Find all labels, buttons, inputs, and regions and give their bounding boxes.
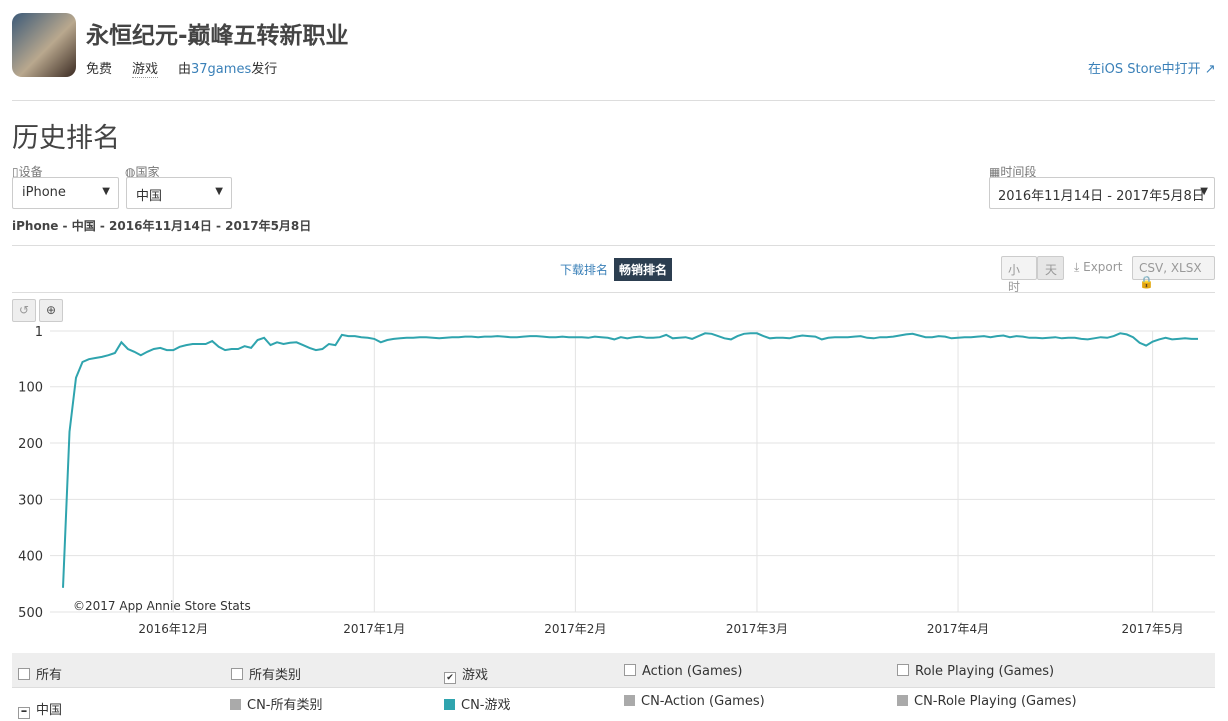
section-title: 历史排名 (12, 123, 120, 154)
divider (12, 245, 1215, 246)
legend-item[interactable]: CN-游戏 (444, 694, 511, 713)
x-tick-label: 2017年2月 (544, 622, 606, 636)
store-link-text: 在iOS Store中打开 (1088, 62, 1201, 77)
price: 免费 (86, 62, 113, 77)
legend-item[interactable]: CN-Action (Games) (624, 694, 765, 709)
device-select[interactable]: iPhone ▼ (12, 177, 119, 209)
country-value: 中国 (136, 189, 163, 204)
device-label-text: 设备 (18, 165, 43, 179)
export-formats-text: CSV, XLSX (1139, 261, 1202, 275)
period-label: ▦时间段 (989, 165, 1037, 179)
filter-text: 所有 (36, 668, 63, 683)
export-button[interactable]: ⤓ Export (1074, 260, 1123, 274)
divider (12, 292, 1215, 293)
filter[interactable]: 所有 (18, 664, 62, 683)
filter[interactable]: Role Playing (Games) (897, 664, 1054, 679)
x-tick-label: 2016年12月 (138, 622, 208, 636)
publisher-link[interactable]: 37games (191, 62, 252, 77)
country-label-text: 国家 (135, 165, 160, 179)
granularity-button[interactable]: 小时 (1001, 256, 1037, 294)
legend-text: CN-Action (Games) (641, 694, 765, 709)
export-text: Export (1083, 260, 1123, 274)
x-tick-label: 2017年5月 (1122, 622, 1184, 636)
divider (12, 687, 1215, 688)
granularity-button[interactable]: 天 (1037, 256, 1064, 280)
reset-zoom[interactable]: ↺ (12, 299, 36, 322)
filter[interactable]: Action (Games) (624, 664, 742, 679)
tab[interactable]: 下载排名 (560, 263, 609, 277)
series-line (62, 332, 1198, 588)
y-tick-label: 400 (18, 550, 43, 565)
filter[interactable]: 所有类别 (231, 664, 301, 683)
legend-item[interactable]: CN-所有类别 (230, 694, 323, 713)
publisher-suffix: 发行 (251, 62, 278, 77)
country-select[interactable]: 中国 ▼ (126, 177, 232, 209)
period-select[interactable]: 2016年11月14日 - 2017年5月8日 ▼ (989, 177, 1215, 209)
tab-active[interactable]: 畅销排名 (614, 258, 673, 281)
row-label[interactable]: – 中国 (18, 699, 62, 719)
annotation: ©2017 App Annie Store Stats (73, 599, 251, 613)
publisher-prefix: 由 (178, 62, 192, 77)
legend-text: CN-Role Playing (Games) (914, 694, 1077, 709)
x-tick-label: 2017年1月 (343, 622, 405, 636)
legend-item[interactable]: CN-Role Playing (Games) (897, 694, 1077, 709)
period-label-text: 时间段 (1000, 165, 1037, 179)
legend-text: CN-游戏 (461, 698, 511, 713)
app-icon (12, 13, 76, 77)
export-formats[interactable]: CSV, XLSX 🔒 (1132, 256, 1215, 289)
filter-text: 游戏 (462, 668, 489, 683)
filter[interactable]: ✔ 游戏 (444, 664, 488, 684)
device-label: ▯设备 (12, 165, 43, 179)
x-tick-label: 2017年3月 (726, 622, 788, 636)
y-tick-label: 300 (18, 493, 43, 508)
legend-header (12, 653, 1215, 687)
y-tick-label: 500 (18, 606, 43, 621)
y-tick-label: 200 (18, 437, 43, 452)
summary: iPhone - 中国 - 2016年11月14日 - 2017年5月8日 (12, 219, 312, 233)
period-value: 2016年11月14日 - 2017年5月8日 (998, 189, 1205, 204)
y-tick-label: 100 (18, 381, 43, 396)
app-title: 永恒纪元-巅峰五转新职业 (86, 23, 349, 49)
category-link[interactable]: 游戏 (132, 58, 159, 78)
country-label: ◍国家 (125, 165, 160, 179)
legend-text: CN-所有类别 (247, 698, 323, 713)
filter-text: Action (Games) (642, 664, 743, 679)
filter-text: Role Playing (Games) (915, 664, 1055, 679)
store-link[interactable]: 在iOS Store中打开 ↗ (1088, 62, 1216, 77)
publisher: 由37games发行 (178, 58, 277, 77)
y-tick-label: 1 (35, 325, 43, 340)
zoom[interactable]: ⊕ (39, 299, 63, 322)
device-value: iPhone (22, 185, 66, 200)
filter-text: 所有类别 (249, 668, 302, 683)
row-label-text: 中国 (36, 703, 63, 718)
x-tick-label: 2017年4月 (927, 622, 989, 636)
divider (12, 100, 1215, 101)
